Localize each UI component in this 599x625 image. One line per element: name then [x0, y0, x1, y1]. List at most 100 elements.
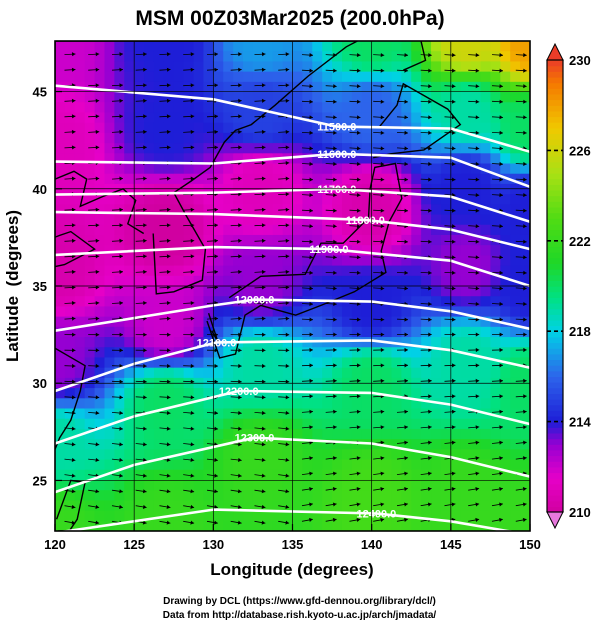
heat-cell — [153, 92, 165, 103]
heat-cell — [302, 428, 313, 440]
wind-arrowhead — [451, 161, 456, 166]
heat-cell — [153, 183, 165, 195]
heat-cell — [262, 173, 274, 185]
heat-cell — [173, 398, 185, 410]
wind-arrowhead — [95, 457, 100, 462]
heat-cell — [520, 92, 530, 103]
heat-cell — [104, 357, 115, 369]
heat-cell — [262, 520, 274, 531]
heat-cell — [74, 214, 86, 226]
heat-cell — [460, 132, 472, 144]
heat-cell — [510, 479, 521, 491]
heat-cell — [421, 337, 432, 348]
heat-cell — [381, 510, 393, 522]
wind-arrowhead — [452, 363, 456, 368]
heat-cell — [55, 347, 66, 359]
heat-cell — [243, 194, 254, 205]
heat-cell — [421, 520, 432, 531]
heat-cell — [104, 449, 115, 461]
heat-cell — [272, 265, 284, 277]
heat-cell — [74, 275, 86, 287]
heat-cell — [371, 245, 383, 256]
heat-cell — [341, 490, 353, 501]
heat-cell — [440, 61, 452, 73]
heat-cell — [490, 449, 501, 461]
heat-cell — [411, 286, 422, 297]
heat-cell — [312, 41, 323, 52]
wind-arrowhead — [499, 146, 503, 151]
heat-cell — [252, 143, 264, 154]
heat-cell — [173, 173, 185, 185]
heat-cell — [490, 367, 501, 379]
heat-cell — [312, 143, 323, 154]
heat-cell — [520, 81, 530, 93]
heat-cell — [55, 245, 66, 256]
heat-cell — [500, 234, 511, 246]
heat-cell — [371, 398, 383, 410]
heat-cell — [173, 71, 185, 83]
heat-cell — [243, 132, 254, 144]
heat-cell — [243, 163, 254, 175]
heat-cell — [460, 449, 472, 461]
heat-cell — [193, 449, 205, 461]
wind-arrowhead — [523, 394, 527, 399]
wind-arrowhead — [356, 177, 361, 182]
heat-cell — [401, 71, 412, 83]
heat-cell — [302, 204, 313, 216]
heat-cell — [421, 306, 432, 318]
heat-cell — [421, 214, 432, 226]
heat-cell — [322, 469, 333, 481]
heat-cell — [74, 183, 86, 195]
heat-cell — [500, 459, 511, 471]
wind-vectors — [64, 52, 527, 525]
heat-cell — [183, 112, 195, 124]
wind-arrowhead — [214, 67, 218, 72]
heat-cell — [104, 132, 115, 144]
heat-cell — [124, 418, 135, 430]
heat-cell — [460, 234, 472, 246]
heat-cell — [510, 183, 521, 195]
heat-cell — [411, 367, 422, 379]
heat-cell — [351, 275, 363, 287]
heat-cell — [183, 449, 195, 461]
heat-cell — [450, 388, 462, 399]
heat-cell — [381, 183, 393, 195]
heat-cell — [64, 490, 76, 501]
heat-cell — [520, 326, 530, 338]
heat-cell — [351, 520, 363, 531]
wind-arrowhead — [404, 146, 408, 151]
heat-cell — [272, 296, 284, 308]
heat-cell — [163, 214, 175, 226]
heat-cell — [203, 479, 214, 491]
y-axis-label: Latitude (degrees) — [3, 210, 22, 362]
heat-cell — [282, 265, 294, 277]
wind-arrowhead — [357, 332, 361, 337]
heat-cell — [391, 153, 402, 165]
colorbar-segment — [547, 144, 563, 151]
heat-cell — [233, 163, 244, 175]
heat-cell — [223, 347, 234, 359]
heat-cell — [104, 408, 115, 420]
heat-cell — [64, 286, 76, 297]
contour-label: 12300.0 — [235, 433, 275, 445]
heat-cell — [411, 520, 422, 531]
heat-cell — [243, 143, 254, 154]
heat-cell — [332, 510, 343, 522]
heat-cell — [460, 337, 472, 348]
heat-cell — [460, 388, 472, 399]
heat-cell — [94, 163, 106, 175]
heat-cell — [450, 214, 462, 226]
heat-cell — [381, 388, 393, 399]
heat-cell — [84, 286, 96, 297]
heat-cell — [520, 398, 530, 410]
heat-cell — [55, 500, 66, 512]
wind-arrowhead — [285, 129, 290, 134]
heat-cell — [262, 326, 274, 338]
heat-cell — [55, 71, 66, 83]
heat-cell — [252, 326, 264, 338]
heat-cell — [312, 275, 323, 287]
heat-cell — [332, 428, 343, 440]
heat-cell — [94, 337, 106, 348]
heat-cell — [124, 316, 135, 328]
wind-arrowhead — [428, 53, 432, 58]
